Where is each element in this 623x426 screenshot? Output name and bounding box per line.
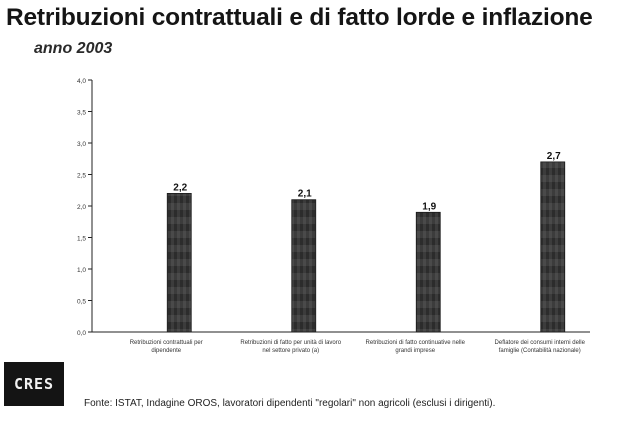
x-tick-label: Retribuzioni di fatto continuative nelle [366,340,466,346]
bar-value-label: 2,2 [173,182,187,193]
y-tick-label: 2,5 [77,173,86,180]
cres-logo: CRES [4,362,64,406]
x-tick-label: Retribuzioni contrattuali per [130,340,203,346]
bar-value-label: 1,9 [422,201,436,212]
y-tick-label: 0,5 [77,299,86,306]
x-tick-label: famiglie (Contabilità nazionale) [499,348,581,354]
source-note: Fonte: ISTAT, Indagine OROS, lavoratori … [84,398,496,409]
x-tick-label: grandi imprese [395,348,435,354]
y-tick-label: 4,0 [77,78,86,85]
bar [291,199,317,333]
x-tick-label: nel settore privato (a) [262,348,319,354]
x-tick-label: Deflatore dei consumi interni delle [495,340,586,346]
bar [415,211,441,333]
bar-value-label: 2,7 [547,151,561,162]
x-tick-label: dipendente [151,348,181,354]
x-tick-label: Retribuzioni di fatto per unità di lavor… [240,340,341,346]
y-tick-label: 2,0 [77,204,86,211]
y-tick-label: 3,5 [77,110,86,117]
page-subtitle: anno 2003 [34,40,113,57]
y-tick-label: 1,5 [77,236,86,243]
y-tick-label: 3,0 [77,141,86,148]
y-tick-label: 1,0 [77,267,86,274]
bar [540,161,566,333]
bar-value-label: 2,1 [298,189,312,200]
bar [166,192,192,333]
page-title: Retribuzioni contrattuali e di fatto lor… [6,4,593,31]
y-tick-label: 0,0 [77,330,86,337]
